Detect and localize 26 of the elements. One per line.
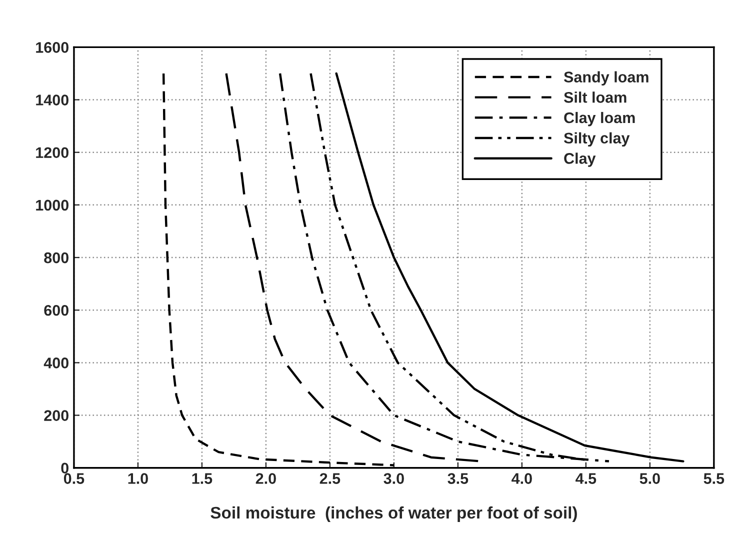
y-tick-label: 200 (44, 410, 68, 421)
y-tick-label: 600 (44, 304, 68, 316)
x-tick-label: 4.0 (512, 473, 532, 484)
legend-label: Silty clay (564, 132, 630, 147)
legend-label: Clay (564, 152, 596, 167)
x-tick-label: 4.5 (576, 473, 596, 484)
y-tick-label: 1200 (36, 147, 68, 158)
x-tick-label: 0.5 (64, 473, 84, 484)
x-tick-label: 5.0 (640, 473, 660, 484)
y-tick-label: 400 (44, 358, 68, 368)
y-tick-label: 0 (61, 462, 68, 474)
x-tick-label: 5.5 (704, 473, 724, 484)
x-tick-label: 3.0 (384, 473, 404, 484)
legend-label: Clay loam (564, 112, 635, 126)
x-tick-label: 1.0 (128, 473, 148, 484)
x-tick-label: 2.5 (320, 473, 340, 484)
x-axis-title: Soil moisture (inches of water per foot of soil) (210, 506, 577, 522)
x-tick-label: 2.0 (256, 473, 276, 484)
y-tick-label: 1600 (36, 42, 68, 53)
legend-label: Sandy loam (564, 71, 648, 86)
y-tick-label: 800 (44, 252, 68, 264)
x-tick-label: 3.5 (448, 473, 468, 484)
y-tick-label: 1000 (36, 200, 68, 211)
x-tick-label: 1.5 (192, 473, 212, 484)
y-tick-label: 1400 (36, 94, 68, 106)
legend-label: Silt loam (564, 92, 626, 103)
